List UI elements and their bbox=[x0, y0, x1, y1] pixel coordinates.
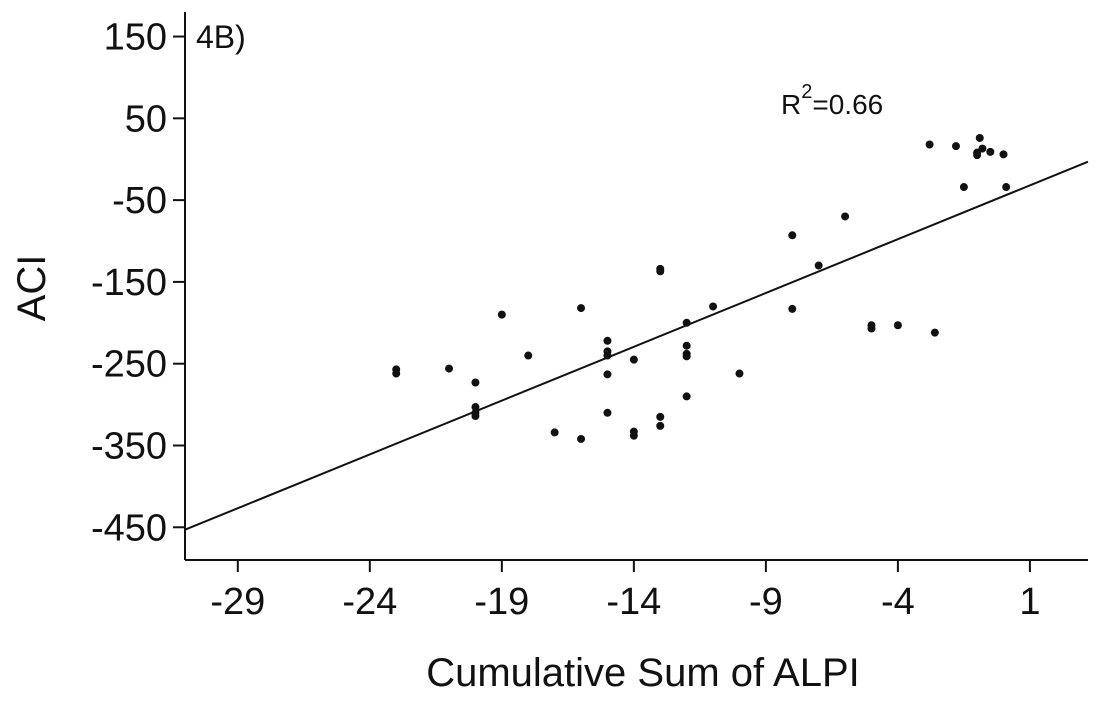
panel-label: 4B) bbox=[196, 19, 246, 55]
x-tick-label: -9 bbox=[749, 581, 783, 623]
data-point bbox=[788, 231, 797, 240]
data-point bbox=[682, 392, 691, 401]
data-point bbox=[656, 421, 665, 430]
data-point bbox=[682, 341, 691, 350]
x-axis-title: Cumulative Sum of ALPI bbox=[426, 651, 860, 695]
r-squared-superscript: 2 bbox=[801, 81, 812, 103]
x-tick-label: 1 bbox=[1019, 581, 1040, 623]
y-tick-label: -150 bbox=[91, 262, 167, 304]
data-point bbox=[930, 328, 939, 337]
data-points bbox=[392, 133, 1011, 443]
x-tick-label: -14 bbox=[606, 581, 661, 623]
data-point bbox=[986, 147, 995, 156]
data-point bbox=[524, 351, 533, 360]
y-tick-label: -50 bbox=[112, 180, 167, 222]
data-point bbox=[735, 369, 744, 378]
data-point bbox=[629, 431, 638, 440]
data-point bbox=[550, 428, 559, 437]
data-point bbox=[603, 351, 612, 360]
y-tick-label: -250 bbox=[91, 344, 167, 386]
data-point bbox=[445, 364, 454, 373]
data-point bbox=[603, 408, 612, 417]
data-point bbox=[682, 352, 691, 361]
data-point bbox=[603, 370, 612, 379]
data-point bbox=[471, 378, 480, 387]
data-point bbox=[682, 318, 691, 327]
r-squared-annotation: R2=0.66 bbox=[781, 81, 883, 120]
data-point bbox=[999, 150, 1008, 159]
x-tick-label: -4 bbox=[881, 581, 915, 623]
data-point bbox=[577, 304, 586, 313]
data-point bbox=[893, 321, 902, 330]
data-point bbox=[841, 212, 850, 221]
data-point bbox=[959, 183, 968, 192]
data-point bbox=[471, 403, 480, 412]
regression-line bbox=[184, 160, 1089, 531]
data-point bbox=[814, 261, 823, 270]
x-axis: -29 -24 -19 -14 -9 -4 1 bbox=[185, 559, 1088, 623]
data-point bbox=[603, 336, 612, 345]
y-tick-label: 150 bbox=[104, 17, 167, 59]
data-point bbox=[951, 142, 960, 151]
r-squared-value: =0.66 bbox=[812, 89, 883, 120]
data-point bbox=[925, 140, 934, 149]
data-point bbox=[1002, 183, 1011, 192]
data-point bbox=[975, 133, 984, 142]
data-point bbox=[656, 267, 665, 276]
data-point bbox=[392, 369, 401, 378]
regression-line-group bbox=[184, 160, 1089, 531]
y-tick-label: -450 bbox=[91, 507, 167, 549]
x-tick-label: -24 bbox=[342, 581, 397, 623]
y-axis-title: ACI bbox=[10, 255, 54, 322]
data-point bbox=[629, 355, 638, 364]
x-tick-label: -19 bbox=[474, 581, 529, 623]
y-axis: 150 50 -50 -150 -250 -350 -450 bbox=[91, 12, 186, 560]
data-point bbox=[497, 310, 506, 319]
data-point bbox=[867, 324, 876, 333]
data-point bbox=[577, 434, 586, 443]
x-tick-label: -29 bbox=[210, 581, 265, 623]
r-squared-prefix: R bbox=[781, 89, 801, 120]
data-point bbox=[788, 304, 797, 313]
data-point bbox=[656, 412, 665, 421]
data-point bbox=[978, 144, 987, 153]
y-tick-label: -350 bbox=[91, 425, 167, 467]
data-point bbox=[709, 302, 718, 311]
y-tick-label: 50 bbox=[125, 98, 167, 140]
data-point bbox=[471, 412, 480, 421]
